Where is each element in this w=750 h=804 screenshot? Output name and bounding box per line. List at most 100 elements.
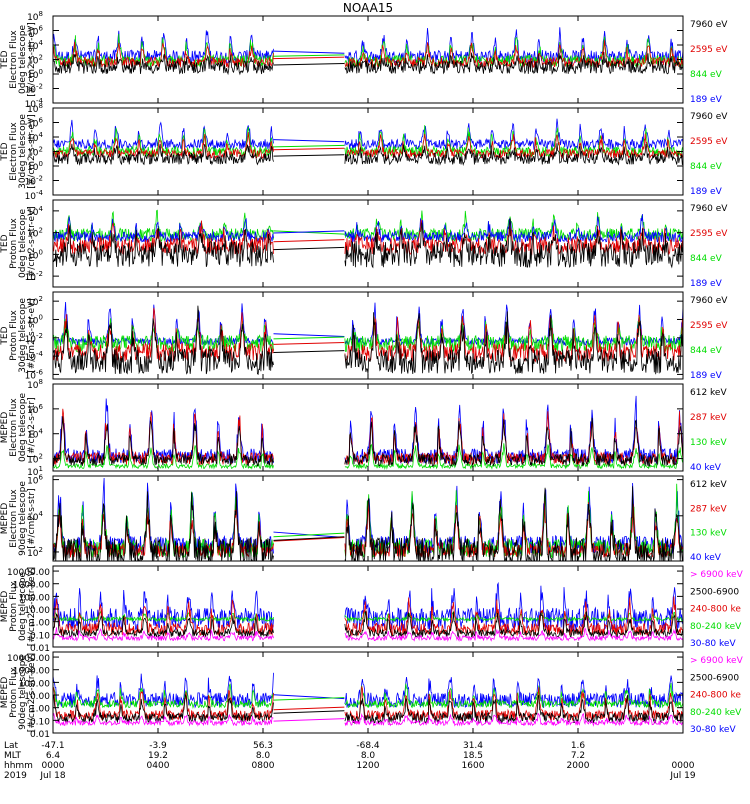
plot-area-p3 bbox=[53, 209, 683, 269]
legend-p1-3: 189 eV bbox=[690, 95, 723, 105]
plot-area-p1 bbox=[53, 27, 683, 76]
gap-line-red-p3 bbox=[273, 239, 345, 243]
ylabel-line: Proton Flux bbox=[9, 310, 19, 361]
series-black-p8-seg1 bbox=[344, 694, 683, 725]
xaxis-Lat-5: 1.6 bbox=[571, 741, 586, 751]
ytick-base: 10 bbox=[25, 192, 37, 202]
ytick-exponent: 4 bbox=[39, 428, 44, 436]
xaxis-MLT-5: 7.2 bbox=[571, 751, 585, 761]
ytick-base: 10 bbox=[27, 149, 39, 159]
series-blue-p2-seg1 bbox=[344, 118, 683, 151]
ytick-label-p8-6: 0.01 bbox=[30, 730, 50, 740]
ylabel-line: Electron Flux bbox=[9, 30, 19, 89]
ylabel-p3: TEDProton Flux0deg telescope[#/cm2-s-str… bbox=[0, 206, 37, 281]
panel-p7: 10000.001000.00100.0010.001.000.100.01ME… bbox=[0, 565, 744, 654]
legend-p1-1: 2595 eV bbox=[690, 45, 728, 55]
ytick-label-p8-5: 0.10 bbox=[30, 717, 50, 727]
series-magenta-p8-seg0 bbox=[53, 713, 274, 727]
legend-p5-0: 612 keV bbox=[690, 388, 727, 398]
ylabel-line: [#/cm2-s-str-keV] bbox=[27, 567, 37, 646]
ytick-exponent: 2 bbox=[39, 146, 43, 154]
ytick-label-p5-0: 108 bbox=[27, 378, 43, 391]
ytick-base: 10 bbox=[27, 251, 39, 261]
gap-line-black-p6 bbox=[273, 536, 345, 541]
ylabel-line: [#/cm2-s-str-eV] bbox=[27, 298, 37, 373]
xaxis-row-name-MLT: MLT bbox=[4, 751, 22, 761]
ylabel-line: [#/cm2-s-str-eV] bbox=[27, 206, 37, 281]
xaxis-hhmm-5: 2000 bbox=[567, 761, 590, 771]
series-red-p5-seg0 bbox=[53, 408, 274, 466]
ylabel-p7: MEPEDProton Flux0deg telescope[#/cm2-s-s… bbox=[0, 567, 37, 646]
series-green-p3-seg0 bbox=[53, 209, 274, 243]
ytick-exponent: 6 bbox=[39, 474, 44, 482]
series-blue-p4-seg0 bbox=[53, 301, 274, 347]
ylabel-p8: MEPEDProton Flux90deg telescope[#/cm2-s-… bbox=[0, 653, 37, 732]
ytick-label-p7-5: 0.10 bbox=[30, 631, 50, 641]
ylabel-line: 0deg telescope bbox=[18, 393, 28, 463]
ytick-label-p3-3: 10-2 bbox=[25, 270, 43, 283]
ytick-base: 10 bbox=[27, 71, 39, 81]
ylabel-line: [#/cm2-s-str-keV] bbox=[27, 653, 37, 732]
ytick-label-p8-0: 10000.00 bbox=[7, 654, 50, 664]
xaxis-MLT-2: 8.0 bbox=[256, 751, 271, 761]
ylabel-line: MEPED bbox=[0, 677, 10, 709]
ytick-label-p4-2: 10-2 bbox=[25, 332, 43, 345]
xaxis-hhmm-3: 1200 bbox=[357, 761, 380, 771]
ytick-label-p1-0: 108 bbox=[27, 10, 43, 23]
ytick-base: 10 bbox=[27, 120, 39, 130]
series-black-p7-seg1 bbox=[344, 610, 683, 639]
ytick-exponent: 6 bbox=[39, 117, 44, 125]
series-black-p6-seg0 bbox=[53, 491, 274, 561]
xaxis-Lat-3: -68.4 bbox=[356, 741, 380, 751]
series-black-p4-seg0 bbox=[53, 305, 274, 376]
gap-line-red-p1 bbox=[273, 56, 345, 60]
ytick-exponent: 4 bbox=[39, 131, 44, 139]
ytick-base: 10 bbox=[27, 298, 39, 308]
ytick-exponent: 0 bbox=[39, 248, 43, 256]
ytick-base: 10 bbox=[27, 431, 39, 441]
legend-p6-0: 612 keV bbox=[690, 480, 727, 490]
ytick-exponent: -4 bbox=[36, 189, 44, 197]
legend-p1-2: 844 eV bbox=[690, 70, 723, 80]
gap-line-green-p8 bbox=[273, 697, 345, 701]
ytick-label-p8-1: 1000.00 bbox=[13, 667, 50, 677]
ylabel-p1: TEDElectron Flux0deg telescope[#/cm2-s-s… bbox=[0, 22, 37, 97]
series-green-p5-seg0 bbox=[53, 445, 274, 470]
legend-p7-1: 2500-6900 bbox=[690, 587, 739, 597]
ytick-base: 10 bbox=[27, 163, 39, 173]
ytick-label-p2-0: 108 bbox=[27, 102, 43, 115]
ytick-base: 10 bbox=[27, 513, 39, 523]
ytick-label-p7-2: 100.00 bbox=[19, 593, 51, 603]
ytick-base: 10 bbox=[27, 134, 39, 144]
xaxis-row-name-Lat: Lat bbox=[4, 741, 19, 751]
ytick-base: 10 bbox=[25, 353, 37, 363]
ylabel-line: TED bbox=[0, 234, 10, 253]
xaxis-hhmm-2: 0800 bbox=[252, 761, 275, 771]
ytick-exponent: 4 bbox=[39, 205, 44, 213]
legend-p8-3: 80-240 keV bbox=[690, 708, 742, 718]
xaxis-Lat-0: -47.1 bbox=[41, 741, 64, 751]
ytick-base: 10 bbox=[27, 456, 39, 466]
legend-p8-0: > 6900 keV bbox=[690, 656, 744, 666]
ylabel-line: [#/cm2-s-str] bbox=[27, 488, 37, 548]
panel-p8: 10000.001000.00100.0010.001.000.100.01ME… bbox=[0, 651, 744, 740]
ylabel-line: [#/cm2-s-str-eV] bbox=[27, 22, 37, 97]
ytick-label-p1-2: 104 bbox=[27, 39, 43, 52]
series-black-p5-seg1 bbox=[344, 417, 683, 468]
ytick-base: 10 bbox=[27, 42, 39, 52]
gap-line-green-p3 bbox=[273, 230, 345, 235]
legend-p7-2: 240-800 ke bbox=[690, 605, 741, 615]
xaxis-row-name-2019: 2019 bbox=[4, 771, 27, 781]
series-green-p4-seg1 bbox=[344, 316, 683, 353]
ylabel-line: Proton Flux bbox=[9, 581, 19, 632]
ytick-exponent: 8 bbox=[39, 10, 43, 18]
ylabel-line: 90deg telescope bbox=[18, 481, 28, 556]
series-magenta-p8-seg1 bbox=[344, 712, 683, 727]
ytick-base: 10 bbox=[25, 100, 37, 110]
legend-p7-3: 80-240 keV bbox=[690, 622, 742, 632]
gap-line-blue-p4 bbox=[273, 333, 345, 338]
legend-p5-3: 40 keV bbox=[690, 463, 722, 473]
ytick-label-p2-5: 10-2 bbox=[25, 175, 43, 188]
